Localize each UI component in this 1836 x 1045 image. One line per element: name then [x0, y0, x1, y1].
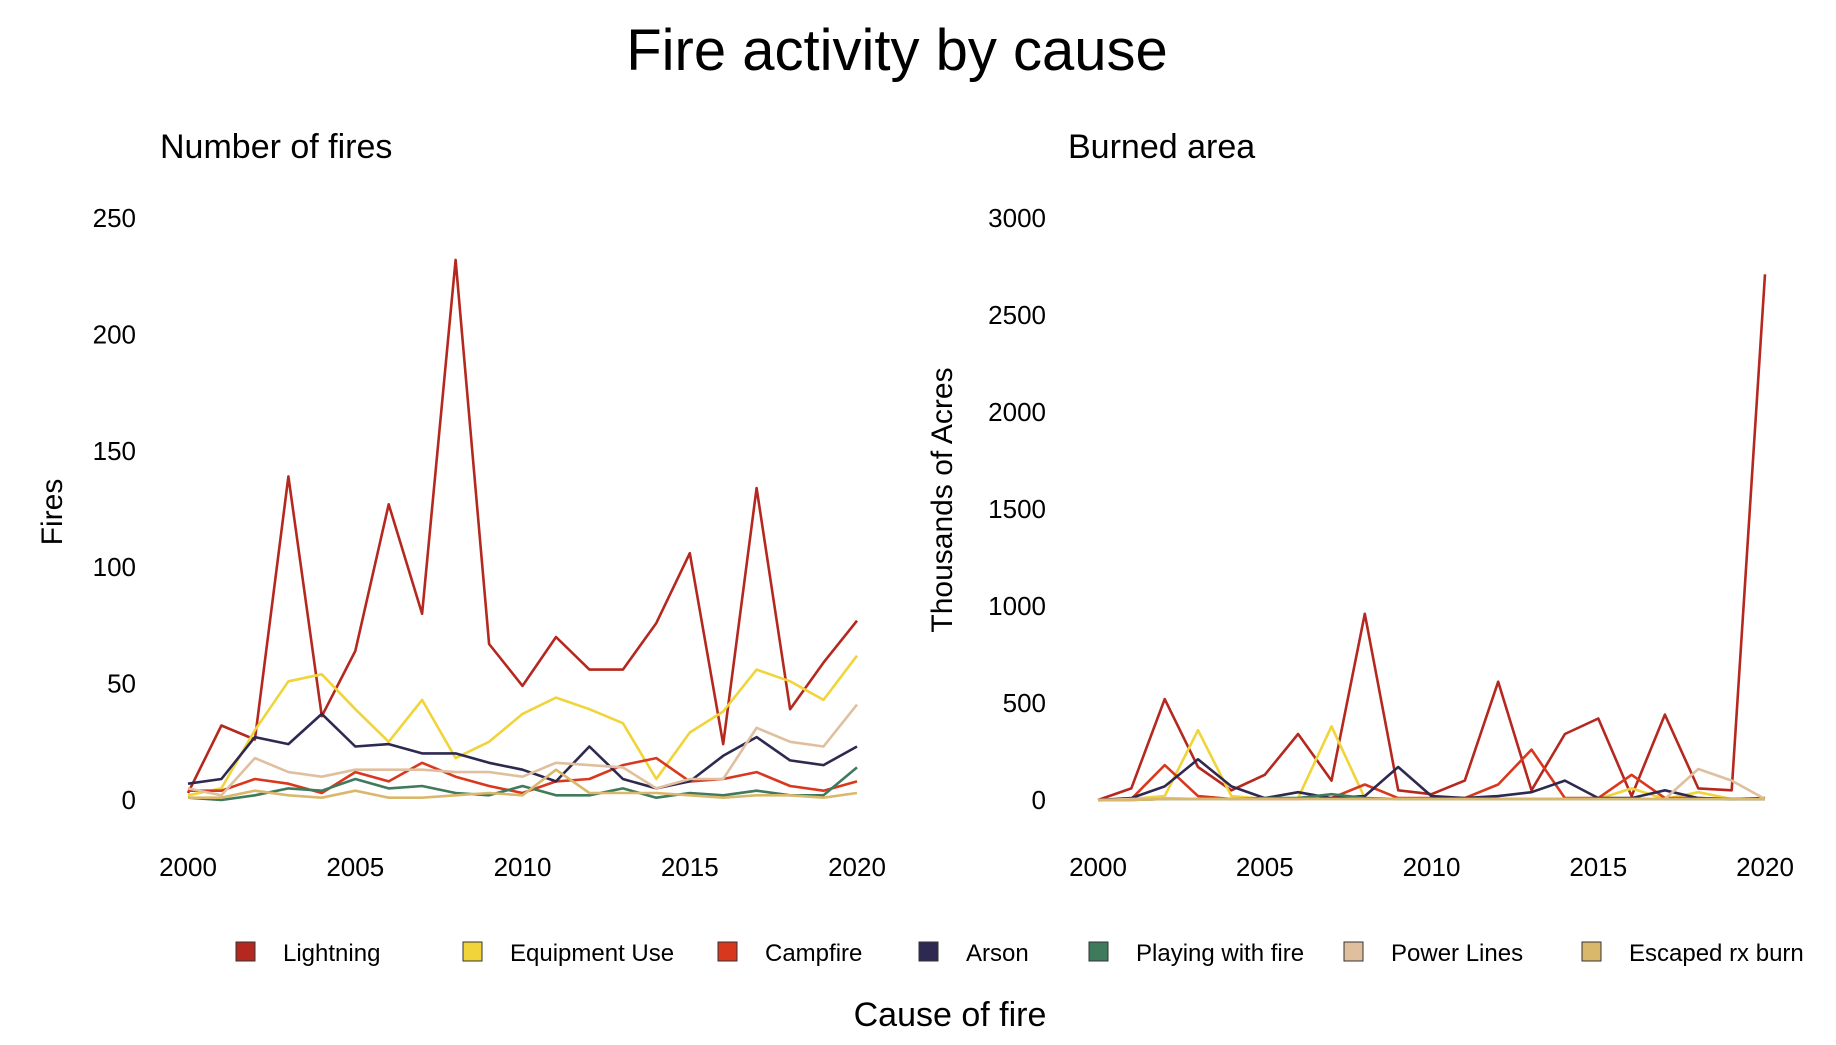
y-tick-label-250-number-of-fires: 250	[93, 203, 136, 233]
x-tick-label-2000-burned-area: 2000	[1069, 852, 1127, 882]
legend-swatch-playing-with-fire	[1088, 941, 1109, 962]
legend-swatch-equipment-use	[462, 941, 483, 962]
y-tick-label-150-number-of-fires: 150	[93, 436, 136, 466]
legend-label-lightning: Lightning	[283, 940, 380, 967]
legend-swatch-power-lines	[1343, 941, 1364, 962]
y-tick-label-500-burned-area: 500	[1003, 688, 1046, 718]
x-tick-label-2020-number-of-fires: 2020	[828, 852, 886, 882]
legend-label-arson: Arson	[966, 940, 1029, 967]
x-tick-label-2015-number-of-fires: 2015	[661, 852, 719, 882]
legend-label-campfire: Campfire	[765, 940, 862, 967]
y-tick-label-100-number-of-fires: 100	[93, 552, 136, 582]
y-axis-label-fires: Fires	[36, 479, 69, 546]
legend-label-playing-with-fire: Playing with fire	[1136, 940, 1304, 967]
series-line-arson-burned-area	[1097, 757, 1766, 802]
panel-number-of-fires: Number of fires Fires 2000 2005 2010 2015 20…	[36, 128, 886, 882]
series-line-escaped-rx-burn-burned-area	[1098, 797, 1765, 802]
series-line-lightning-burned-area	[1097, 274, 1767, 802]
x-tick-label-2010-burned-area: 2010	[1403, 852, 1461, 882]
legend-label-escaped-rx-burn: Escaped rx burn	[1629, 940, 1804, 967]
panel-burned-area: Burned area Thousands of Acres 2000 2005 2…	[926, 128, 1794, 882]
series-lines-burned-area	[1097, 274, 1767, 802]
series-line-equipment-use-burned-area	[1097, 724, 1765, 802]
y-tick-label-200-number-of-fires: 200	[93, 319, 136, 349]
legend-label-equipment-use: Equipment Use	[510, 940, 674, 967]
x-tick-label-2015-burned-area: 2015	[1569, 852, 1627, 882]
figure-title: Fire activity by cause	[626, 18, 1168, 83]
x-tick-labels-burned-area: 2000 2005 2010 2015 2020	[1069, 852, 1794, 882]
legend: Lightning Equipment Use Campfire Arson Playi…	[235, 940, 1804, 967]
x-tick-label-2000-number-of-fires: 2000	[159, 852, 217, 882]
panel-title-number-of-fires: Number of fires	[160, 128, 392, 166]
legend-label-power-lines: Power Lines	[1391, 940, 1523, 967]
y-tick-label-2500-burned-area: 2500	[988, 300, 1046, 330]
y-tick-labels-number-of-fires: 0 50 100 150 200 250	[93, 203, 136, 815]
legend-swatch-lightning	[235, 941, 256, 962]
x-tick-label-2005-number-of-fires: 2005	[326, 852, 384, 882]
figure-caption: Cause of fire	[854, 996, 1047, 1034]
legend-swatch-campfire	[717, 941, 738, 962]
series-line-campfire-number-of-fires	[188, 756, 858, 795]
series-lines-number-of-fires	[186, 258, 859, 802]
x-tick-labels-number-of-fires: 2000 2005 2010 2015 2020	[159, 852, 886, 882]
y-tick-label-50-number-of-fires: 50	[107, 669, 136, 699]
x-tick-label-2005-burned-area: 2005	[1236, 852, 1294, 882]
legend-swatch-arson	[918, 941, 939, 962]
y-tick-label-2000-burned-area: 2000	[988, 397, 1046, 427]
y-axis-label-thousands-of-acres: Thousands of Acres	[926, 367, 959, 632]
series-line-campfire-burned-area	[1097, 748, 1765, 802]
y-tick-label-3000-burned-area: 3000	[988, 203, 1046, 233]
series-line-playing-with-fire-number-of-fires	[187, 766, 858, 802]
series-line-lightning-number-of-fires	[186, 258, 859, 794]
y-tick-labels-burned-area: 0 500 1000 1500 2000 2500 3000	[988, 203, 1046, 815]
y-tick-label-0-number-of-fires: 0	[122, 785, 136, 815]
y-tick-label-1500-burned-area: 1500	[988, 494, 1046, 524]
y-tick-label-1000-burned-area: 1000	[988, 591, 1046, 621]
y-tick-label-0-burned-area: 0	[1032, 785, 1046, 815]
x-tick-label-2020-burned-area: 2020	[1736, 852, 1794, 882]
series-line-equipment-use-number-of-fires	[187, 654, 859, 797]
series-line-power-lines-number-of-fires	[187, 703, 859, 797]
panel-title-burned-area: Burned area	[1068, 128, 1255, 166]
series-line-escaped-rx-burn-number-of-fires	[188, 768, 858, 800]
x-tick-label-2010-number-of-fires: 2010	[494, 852, 552, 882]
legend-swatch-escaped-rx-burn	[1581, 941, 1602, 962]
